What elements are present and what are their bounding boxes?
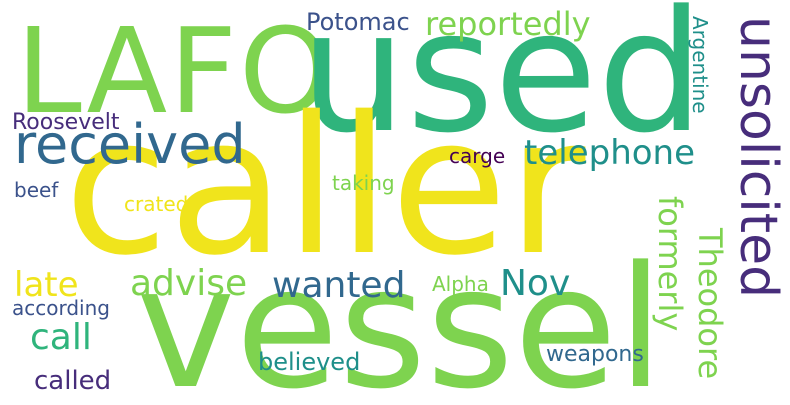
word-vessel: vessel bbox=[136, 230, 664, 405]
word-formerly: formerly bbox=[651, 196, 689, 332]
word-unsolicited: unsolicited bbox=[728, 16, 788, 299]
word-lafo: LAFO bbox=[16, 2, 334, 140]
word-theodore: Theodore bbox=[691, 228, 729, 380]
word-taking: taking bbox=[332, 171, 395, 195]
word-argentine: Argentine bbox=[688, 16, 712, 114]
word-wanted: wanted bbox=[272, 265, 406, 306]
word-used: used bbox=[300, 0, 705, 170]
word-telephone: telephone bbox=[524, 133, 696, 173]
word-late: late bbox=[14, 265, 79, 305]
word-nov: Nov bbox=[500, 263, 571, 304]
word-call: call bbox=[30, 317, 92, 358]
word-caller: caller bbox=[64, 76, 586, 297]
word-advise: advise bbox=[130, 263, 248, 304]
word-reportedly: reportedly bbox=[425, 5, 591, 43]
word-roosevelt: Roosevelt bbox=[12, 110, 120, 135]
word-according: according bbox=[12, 296, 110, 320]
word-received: received bbox=[14, 113, 246, 176]
word-beef: beef bbox=[14, 178, 59, 202]
word-carge: carge bbox=[449, 144, 506, 168]
word-alpha: Alpha bbox=[432, 272, 489, 296]
word-called: called bbox=[34, 366, 112, 396]
word-crated: crated bbox=[124, 192, 189, 216]
word-believed: believed bbox=[258, 348, 361, 376]
word-potomac: Potomac bbox=[306, 8, 410, 36]
word-weapons: weapons bbox=[546, 342, 644, 367]
